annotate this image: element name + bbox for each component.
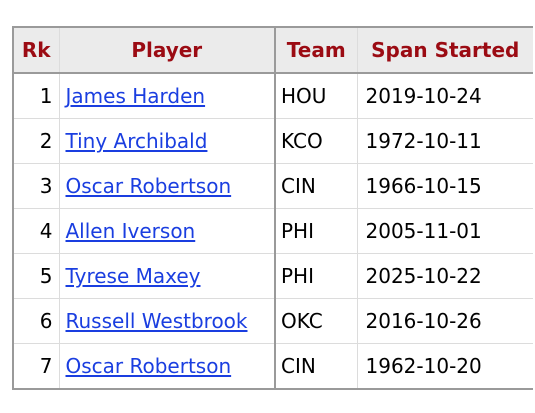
span-started-cell: 2019-10-24 [356, 73, 533, 119]
player-cell: Tyrese Maxey [58, 253, 276, 299]
team-cell: KCO [274, 118, 357, 164]
table-body: 1 James Harden HOU 2019-10-24 2 Tiny Arc… [12, 73, 533, 390]
player-link[interactable]: Oscar Robertson [65, 354, 232, 378]
span-started-cell: 2005-11-01 [356, 208, 533, 254]
table-row: 7 Oscar Robertson CIN 1962-10-20 [12, 343, 533, 390]
rank-cell: 7 [12, 343, 59, 390]
player-cell: Tiny Archibald [58, 118, 276, 164]
header-team[interactable]: Team [274, 26, 358, 74]
rank-cell: 5 [12, 253, 59, 299]
player-cell: Russell Westbrook [58, 298, 276, 344]
team-cell: HOU [274, 73, 357, 119]
player-link[interactable]: Tiny Archibald [65, 129, 208, 153]
table-row: 1 James Harden HOU 2019-10-24 [12, 73, 533, 119]
span-started-cell: 2016-10-26 [356, 298, 533, 344]
rank-cell: 2 [12, 118, 59, 164]
header-row: Rk Player Team Span Started [12, 26, 533, 74]
player-link[interactable]: Tyrese Maxey [65, 264, 201, 288]
player-link[interactable]: Allen Iverson [65, 219, 196, 243]
table-header: Rk Player Team Span Started [12, 26, 533, 74]
player-link[interactable]: Russell Westbrook [65, 309, 248, 333]
rank-cell: 6 [12, 298, 59, 344]
player-cell: Oscar Robertson [58, 343, 276, 390]
header-player[interactable]: Player [58, 26, 276, 74]
header-span-started[interactable]: Span Started [356, 26, 533, 74]
player-cell: James Harden [58, 73, 276, 119]
table-row: 3 Oscar Robertson CIN 1966-10-15 [12, 163, 533, 209]
span-started-cell: 2025-10-22 [356, 253, 533, 299]
team-cell: PHI [274, 253, 357, 299]
player-link[interactable]: James Harden [65, 84, 206, 108]
rank-cell: 3 [12, 163, 59, 209]
table-row: 4 Allen Iverson PHI 2005-11-01 [12, 208, 533, 254]
player-link[interactable]: Oscar Robertson [65, 174, 232, 198]
stats-table: Rk Player Team Span Started 1 James Hard… [12, 26, 533, 390]
table-row: 2 Tiny Archibald KCO 1972-10-11 [12, 118, 533, 164]
table-row: 5 Tyrese Maxey PHI 2025-10-22 [12, 253, 533, 299]
rank-cell: 1 [12, 73, 59, 119]
rank-cell: 4 [12, 208, 59, 254]
team-cell: PHI [274, 208, 357, 254]
player-cell: Oscar Robertson [58, 163, 276, 209]
header-rank[interactable]: Rk [12, 26, 60, 74]
span-started-cell: 1962-10-20 [356, 343, 533, 390]
span-started-cell: 1972-10-11 [356, 118, 533, 164]
player-cell: Allen Iverson [58, 208, 276, 254]
table-row: 6 Russell Westbrook OKC 2016-10-26 [12, 298, 533, 344]
team-cell: CIN [274, 343, 357, 390]
team-cell: CIN [274, 163, 357, 209]
team-cell: OKC [274, 298, 357, 344]
span-started-cell: 1966-10-15 [356, 163, 533, 209]
